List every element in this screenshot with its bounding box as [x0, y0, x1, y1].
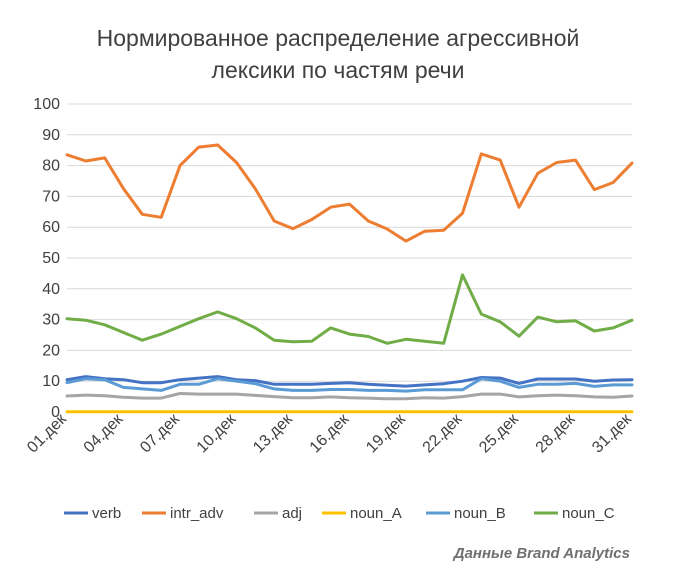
series-line-noun-B [65, 377, 634, 393]
x-tick-label: 22.дек [420, 410, 466, 456]
legend: verb intr_adv adj noun_A noun_B noun_C [64, 505, 615, 522]
legend-item-noun-A: noun_A [322, 505, 402, 522]
x-tick-label: 19.дек [363, 410, 409, 456]
legend-item-verb: verb [64, 505, 121, 522]
chart-title-line-2: лексики по частям речи [212, 57, 465, 83]
y-tick-label: 30 [42, 312, 60, 329]
x-tick-label: 10.дек [194, 410, 240, 456]
y-tick-label: 0 [51, 404, 60, 421]
series-line-noun-C [65, 273, 634, 345]
series-line-adj [65, 392, 634, 401]
y-tick-label: 80 [42, 158, 60, 175]
legend-label: adj [282, 505, 302, 522]
x-tick-label: 25.дек [476, 410, 522, 456]
y-tick-label: 60 [42, 219, 60, 236]
legend-label: verb [92, 505, 121, 522]
legend-label: noun_C [562, 505, 615, 522]
x-tick-label: 16.дек [307, 410, 353, 456]
y-axis: 0 10 20 30 40 50 60 70 80 90 100 [33, 96, 632, 421]
gridlines [67, 103, 632, 382]
chart-title: Нормированное распределение агрессивной … [97, 25, 580, 83]
x-tick-label: 13.дек [250, 410, 296, 456]
x-tick-label: 31.дек [589, 410, 635, 456]
y-tick-label: 90 [42, 127, 60, 144]
x-tick-label: 28.дек [533, 410, 579, 456]
x-tick-label: 01.дек [24, 410, 70, 456]
y-tick-label: 40 [42, 281, 60, 298]
y-tick-label: 50 [42, 250, 60, 267]
y-tick-label: 100 [33, 96, 60, 113]
y-tick-label: 10 [42, 373, 60, 390]
x-tick-label: 04.дек [81, 410, 127, 456]
legend-label: noun_B [454, 505, 506, 522]
series-line-verb [65, 375, 634, 388]
legend-item-noun-B: noun_B [426, 505, 506, 522]
legend-item-intr-adv: intr_adv [142, 505, 224, 522]
legend-item-adj: adj [254, 505, 302, 522]
series-lines [65, 143, 634, 414]
chart-title-line-1: Нормированное распределение агрессивной [97, 25, 580, 51]
source-note: Данные Brand Analytics [452, 545, 630, 562]
x-tick-label: 07.дек [137, 410, 183, 456]
legend-label: noun_A [350, 505, 402, 522]
legend-label: intr_adv [170, 505, 224, 522]
x-axis: 01.дек 04.дек 07.дек 10.дек 13.дек 16.дек 19.д… [24, 410, 635, 456]
legend-item-noun-C: noun_C [534, 505, 615, 522]
y-tick-label: 20 [42, 342, 60, 359]
series-line-intr-adv [65, 143, 634, 243]
y-tick-label: 70 [42, 188, 60, 205]
